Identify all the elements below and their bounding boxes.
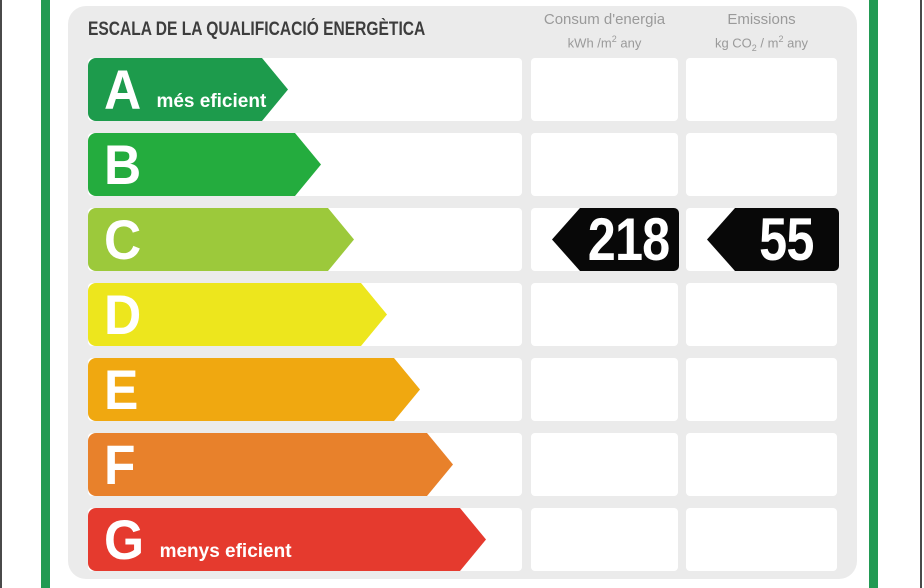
rating-arrow-e: E [88,358,420,421]
rating-letter: D [104,282,142,346]
emissions-cell [686,358,837,421]
rating-arrow-a: A més eficient [88,58,288,121]
emissions-value-badge: 55 [707,208,839,271]
emissions-cell [686,58,837,121]
rating-arrow-b: B [88,133,321,196]
rating-arrow-g: G menys eficient [88,508,486,571]
certificate-panel: ESCALA DE LA QUALIFICACIÓ ENERGÈTICA Con… [68,6,857,579]
page-border-right [920,0,922,588]
rating-note: més eficient [156,91,267,112]
scale-row-a: A més eficient [88,58,857,121]
consum-cell [531,58,678,121]
emissions-cell [686,433,837,496]
scale-row-e: E [88,358,857,421]
emissions-header: Emissions kg CO2 / m2 any [686,9,837,57]
rating-letter: G [104,507,145,571]
consum-cell [531,358,678,421]
rating-arrow-c: C [88,208,354,271]
consum-cell [531,283,678,346]
emissions-cell [686,508,837,571]
rating-letter: A [104,57,142,121]
emissions-value: 55 [758,205,814,273]
rating-letter: B [104,132,142,196]
scale-title: ESCALA DE LA QUALIFICACIÓ ENERGÈTICA [88,19,426,40]
frame-stripe-left [41,0,50,588]
scale-row-d: D [88,283,857,346]
frame-stripe-right [869,0,878,588]
emissions-header-title: Emissions [727,11,796,28]
rating-letter: C [104,207,142,271]
consum-header-unit: kWh /m2 any [567,34,642,51]
consum-cell [531,508,678,571]
emissions-cell [686,283,837,346]
rating-letter: F [104,432,136,496]
emissions-header-unit: kg CO2 / m2 any [714,34,809,53]
consum-header: Consum d'energia kWh /m2 any [531,9,678,52]
consum-header-title: Consum d'energia [543,11,666,28]
scale-row-f: F [88,433,857,496]
consum-cell [531,133,678,196]
scale-row-g: G menys eficient [88,508,857,571]
rating-arrow-d: D [88,283,387,346]
consum-value-badge: 218 [552,208,679,271]
scale-row-b: B [88,133,857,196]
consum-value: 218 [587,205,670,273]
rating-letter: E [104,357,139,421]
emissions-cell [686,133,837,196]
rating-note: menys eficient [159,541,292,562]
scale-row-c: C 218 55 [88,208,857,271]
rating-arrow-f: F [88,433,453,496]
page-border-left [0,0,2,588]
consum-cell [531,433,678,496]
